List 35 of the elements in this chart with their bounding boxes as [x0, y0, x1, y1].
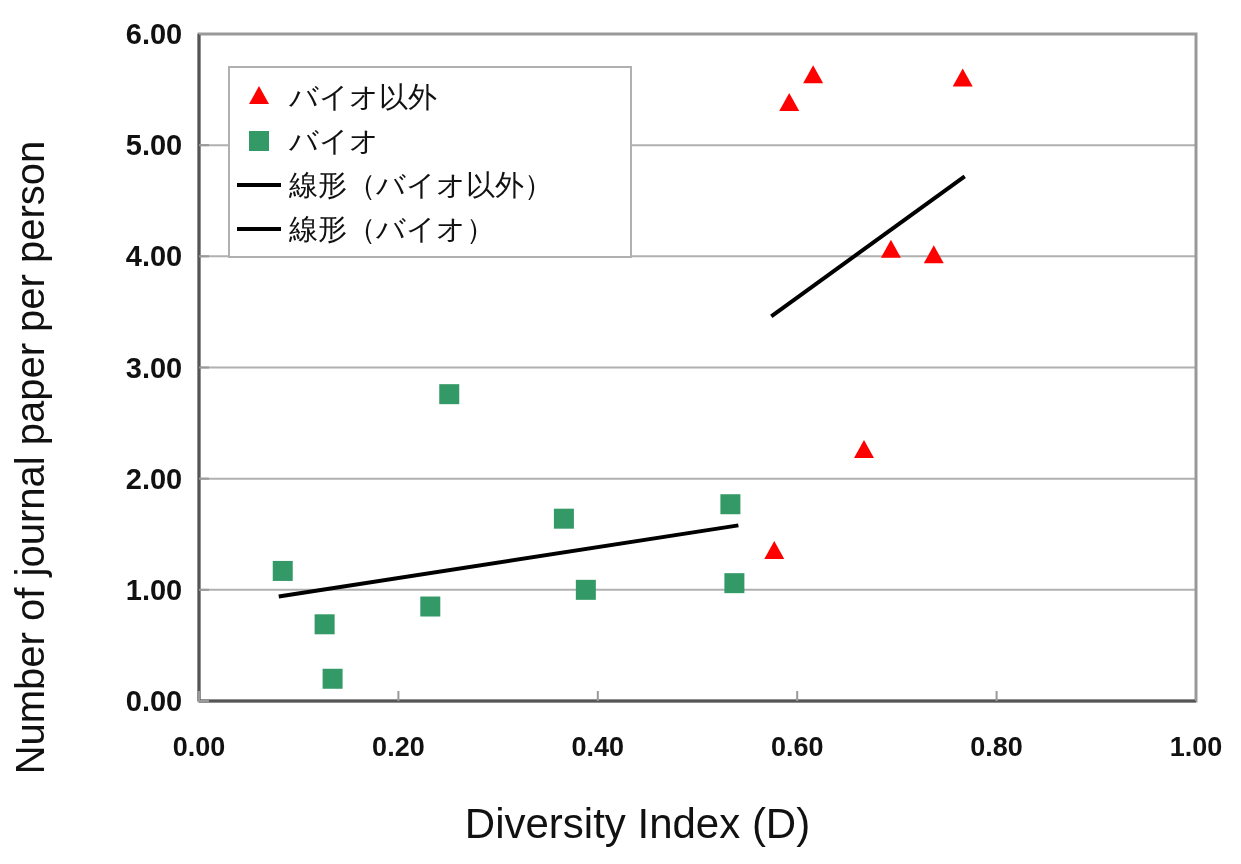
point: [720, 494, 741, 515]
y-tick-label: 0.00: [125, 685, 183, 718]
y-tick-label: 1.00: [125, 573, 183, 606]
point: [923, 245, 944, 264]
point: [314, 614, 335, 635]
point: [439, 384, 460, 405]
x-tick-label: 0.20: [372, 732, 425, 762]
x-tick-label: 1.00: [1169, 732, 1223, 762]
legend-label: バイオ: [288, 124, 379, 159]
point: [854, 439, 874, 458]
point: [952, 68, 973, 87]
y-tick-label: 5.00: [125, 129, 183, 162]
legend-label: バイオ以外: [288, 80, 437, 115]
point: [322, 668, 343, 689]
point: [803, 65, 824, 84]
point: [553, 508, 574, 529]
point: [764, 541, 785, 560]
y-tick-label: 2.00: [125, 462, 183, 495]
legend-label: 線形（バイオ）: [288, 212, 495, 247]
point: [272, 560, 293, 581]
y-tick-label: 4.00: [125, 240, 183, 273]
x-tick-label: 0.60: [770, 732, 824, 762]
x-tick-label: 0.80: [970, 732, 1023, 762]
point: [779, 93, 800, 112]
point: [724, 573, 745, 594]
x-axis-title: Diversity Index (D): [464, 800, 811, 847]
y-tick-label: 6.00: [125, 18, 183, 51]
point: [880, 239, 901, 258]
legend-label: 線形（バイオ以外）: [288, 168, 553, 203]
point: [575, 579, 596, 600]
y-axis-title: Number of journal paper per person: [8, 140, 52, 775]
x-tick-label: 0.40: [571, 732, 625, 762]
y-tick-label: 3.00: [125, 351, 183, 384]
point: [420, 596, 441, 617]
x-tick-label: 0.00: [172, 732, 226, 762]
